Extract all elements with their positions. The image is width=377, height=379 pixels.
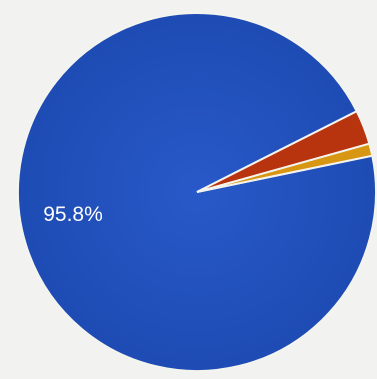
pie-data-label: 95.8%	[43, 203, 103, 226]
pie-slice-3	[196, 142, 374, 193]
pie-slices	[17, 12, 377, 372]
